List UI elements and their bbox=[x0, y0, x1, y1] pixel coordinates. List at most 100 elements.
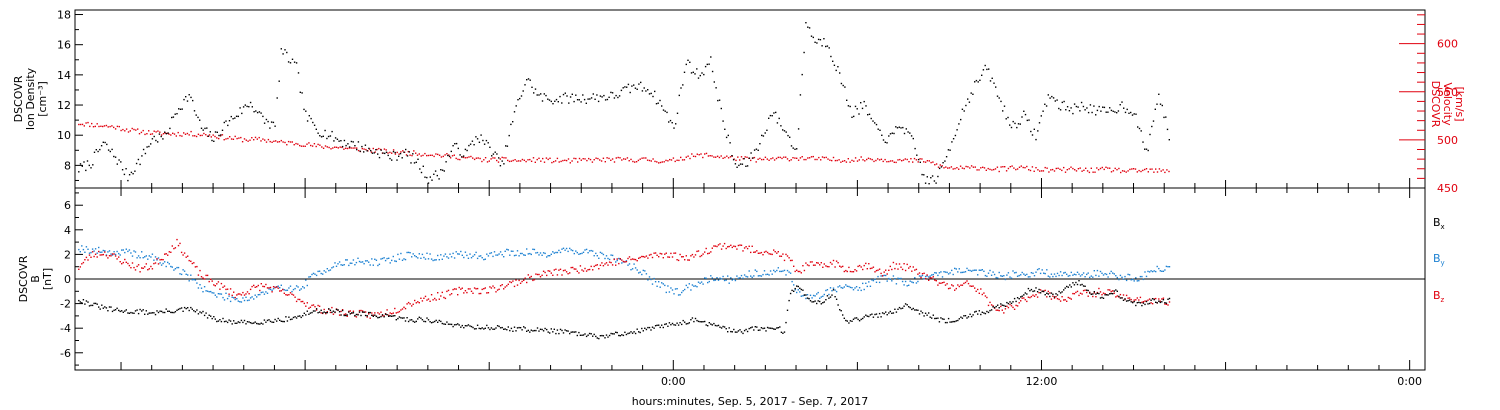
data-point bbox=[434, 297, 436, 300]
data-point bbox=[292, 294, 295, 296]
data-point bbox=[489, 286, 491, 288]
data-point bbox=[1156, 171, 1159, 173]
data-point bbox=[437, 153, 439, 156]
data-point bbox=[118, 159, 120, 161]
data-point bbox=[503, 163, 505, 165]
data-point bbox=[226, 288, 229, 290]
data-point bbox=[369, 317, 371, 319]
data-point bbox=[783, 259, 786, 262]
data-point bbox=[947, 149, 950, 151]
data-point bbox=[690, 255, 692, 257]
data-point bbox=[105, 124, 108, 127]
data-point bbox=[343, 313, 345, 316]
data-point bbox=[835, 298, 838, 300]
data-point bbox=[406, 303, 408, 305]
data-point bbox=[839, 265, 841, 267]
data-point bbox=[878, 268, 881, 270]
data-point bbox=[1122, 278, 1125, 280]
data-point bbox=[863, 288, 865, 291]
data-point bbox=[188, 259, 190, 262]
data-point bbox=[78, 299, 80, 302]
data-point bbox=[102, 141, 104, 143]
data-point bbox=[493, 287, 496, 289]
data-point bbox=[257, 294, 259, 296]
data-point bbox=[827, 158, 829, 160]
data-point bbox=[658, 324, 660, 326]
data-point bbox=[525, 160, 527, 163]
data-point bbox=[383, 257, 385, 259]
data-point bbox=[285, 294, 287, 296]
data-point bbox=[863, 316, 865, 318]
data-point bbox=[355, 313, 358, 316]
data-point bbox=[978, 169, 980, 171]
data-point bbox=[613, 97, 616, 99]
data-point bbox=[197, 274, 200, 276]
data-point bbox=[956, 167, 958, 169]
data-point bbox=[954, 289, 956, 291]
data-point bbox=[448, 154, 450, 156]
data-point bbox=[1058, 107, 1060, 110]
data-point bbox=[440, 156, 443, 158]
data-point bbox=[1155, 297, 1157, 300]
data-point bbox=[484, 327, 486, 329]
data-point bbox=[745, 246, 747, 248]
data-point bbox=[1086, 289, 1088, 291]
data-point bbox=[1047, 275, 1049, 277]
data-point bbox=[1114, 111, 1116, 113]
data-point bbox=[673, 127, 675, 129]
data-point bbox=[851, 287, 853, 289]
data-point bbox=[842, 160, 844, 162]
data-point bbox=[211, 317, 213, 320]
data-point bbox=[1153, 270, 1155, 272]
data-point bbox=[969, 269, 971, 272]
data-point bbox=[555, 98, 558, 101]
data-point bbox=[153, 259, 155, 261]
data-point bbox=[1144, 168, 1146, 171]
data-point bbox=[144, 152, 147, 155]
density-velocity-series bbox=[78, 22, 1170, 185]
data-point bbox=[605, 334, 608, 336]
data-point bbox=[453, 257, 456, 259]
data-point bbox=[872, 316, 875, 318]
data-point bbox=[576, 99, 579, 101]
data-point bbox=[282, 288, 284, 291]
data-point bbox=[127, 312, 129, 314]
data-point bbox=[332, 266, 335, 268]
data-point bbox=[176, 238, 178, 241]
data-point bbox=[637, 159, 640, 162]
data-point bbox=[153, 262, 155, 265]
data-point bbox=[519, 282, 522, 284]
data-point bbox=[608, 261, 611, 263]
data-point bbox=[229, 300, 232, 303]
data-point bbox=[225, 288, 227, 291]
data-point bbox=[980, 167, 982, 169]
data-point bbox=[736, 331, 738, 333]
data-point bbox=[144, 256, 146, 258]
data-point bbox=[853, 160, 855, 162]
data-point bbox=[926, 176, 928, 178]
data-point bbox=[995, 276, 997, 279]
data-point bbox=[845, 319, 847, 322]
data-point bbox=[740, 244, 743, 246]
data-point bbox=[116, 163, 118, 165]
data-point bbox=[315, 145, 317, 148]
data-point bbox=[680, 87, 682, 89]
data-point bbox=[483, 288, 485, 290]
data-point bbox=[730, 277, 732, 279]
data-point bbox=[299, 91, 301, 93]
data-point bbox=[1072, 274, 1074, 276]
data-point bbox=[902, 159, 905, 161]
data-point bbox=[1136, 297, 1138, 299]
data-point bbox=[349, 313, 351, 315]
data-point bbox=[391, 152, 393, 154]
data-point bbox=[825, 299, 827, 301]
data-point bbox=[796, 285, 798, 287]
data-point bbox=[1096, 269, 1099, 272]
data-point bbox=[1136, 302, 1138, 304]
data-point bbox=[895, 283, 898, 285]
data-point bbox=[443, 255, 445, 257]
data-point bbox=[754, 251, 756, 253]
data-point bbox=[750, 159, 752, 162]
data-point bbox=[381, 314, 384, 316]
data-point bbox=[181, 108, 183, 110]
